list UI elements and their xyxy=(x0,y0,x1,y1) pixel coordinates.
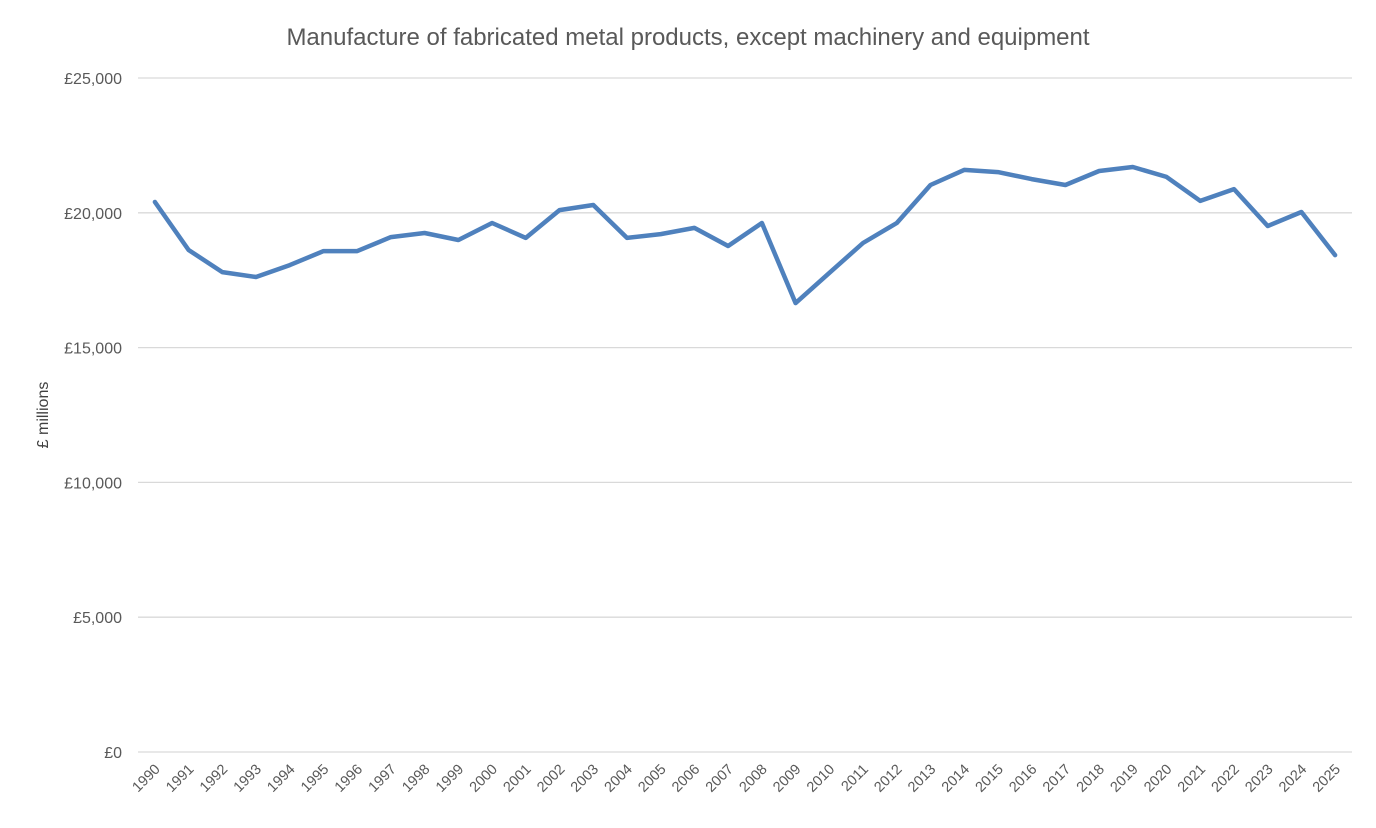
x-tick-label: 2008 xyxy=(737,762,771,796)
x-tick-label: 2014 xyxy=(939,762,973,796)
y-tick-label: £20,000 xyxy=(64,206,122,223)
x-tick-label: 2016 xyxy=(1006,762,1040,796)
x-tick-label: 2020 xyxy=(1141,762,1175,796)
x-tick-label: 1997 xyxy=(366,762,400,796)
y-tick-label: £10,000 xyxy=(64,475,122,492)
x-tick-label: 2015 xyxy=(973,762,1007,796)
y-tick-label: £5,000 xyxy=(73,610,122,627)
x-tick-label: 2002 xyxy=(534,762,568,796)
x-tick-label: 2023 xyxy=(1242,762,1276,796)
x-tick-label: 2000 xyxy=(467,762,501,796)
x-tick-label: 2009 xyxy=(770,762,804,796)
x-tick-label: 2005 xyxy=(635,762,669,796)
x-tick-label: 2011 xyxy=(838,762,871,795)
x-tick-label: 1998 xyxy=(399,762,433,796)
x-tick-label: 1992 xyxy=(197,762,231,796)
x-tick-label: 2019 xyxy=(1108,762,1142,796)
x-tick-label: 2004 xyxy=(602,762,636,796)
y-tick-label: £15,000 xyxy=(64,341,122,358)
x-tick-label: 2017 xyxy=(1040,762,1074,796)
x-tick-label: 2024 xyxy=(1276,762,1310,796)
x-tick-label: 1993 xyxy=(231,762,265,796)
x-tick-label: 2021 xyxy=(1175,762,1209,796)
x-tick-label: 1996 xyxy=(332,762,366,796)
x-tick-label: 2001 xyxy=(501,762,535,796)
x-tick-label: 2003 xyxy=(568,762,602,796)
y-tick-label: £0 xyxy=(104,745,122,762)
x-tick-label: 2006 xyxy=(669,762,703,796)
x-tick-label: 2025 xyxy=(1310,762,1344,796)
x-tick-label: 1991 xyxy=(163,762,197,796)
x-tick-label: 2012 xyxy=(871,762,905,796)
x-tick-label: 2010 xyxy=(804,762,838,796)
x-tick-label: 2007 xyxy=(703,762,737,796)
x-tick-label: 1990 xyxy=(130,762,164,796)
x-tick-label: 1995 xyxy=(298,762,332,796)
x-tick-label: 2018 xyxy=(1074,762,1108,796)
y-axis-label: £ millions xyxy=(35,382,52,449)
x-tick-label: 2022 xyxy=(1209,762,1243,796)
chart-title: Manufacture of fabricated metal products… xyxy=(286,24,1089,51)
y-tick-label: £25,000 xyxy=(64,71,122,88)
x-tick-label: 1994 xyxy=(264,762,298,796)
x-tick-label: 1999 xyxy=(433,762,467,796)
x-tick-label: 2013 xyxy=(905,762,939,796)
series-line xyxy=(155,167,1335,303)
